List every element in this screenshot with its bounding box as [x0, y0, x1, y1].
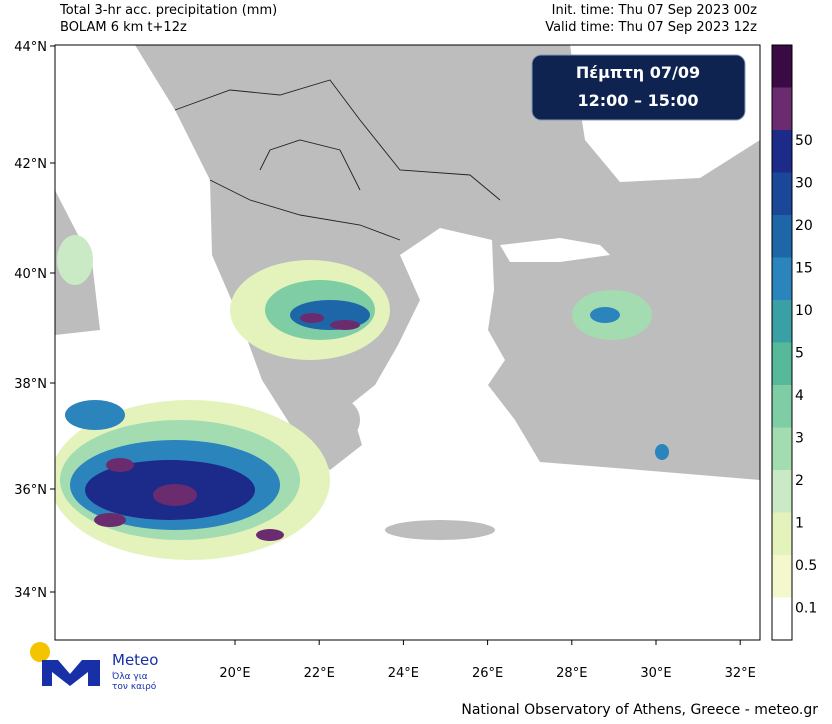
colorbar-segment — [772, 87, 792, 130]
colorbar-label: 1 — [795, 516, 804, 532]
lat-label: 42°N — [14, 157, 47, 172]
colorbar-label: 5 — [795, 346, 804, 362]
lon-label: 32°E — [725, 666, 756, 681]
logo-mark — [42, 660, 100, 686]
period-box — [531, 54, 746, 121]
period-day: Πέμπτη 07/09 — [576, 63, 700, 82]
map-frame — [54, 44, 761, 641]
colorbar-segment — [772, 300, 792, 343]
colorbar-label: 50 — [795, 133, 813, 149]
colorbar-frame — [771, 44, 793, 641]
logo-tagline: Όλα για — [111, 671, 148, 682]
colorbar-label: 15 — [795, 261, 813, 277]
logo-tagline: τον καιρό — [112, 681, 157, 692]
lon-label: 20°E — [219, 666, 250, 681]
init-time: Init. time: Thu 07 Sep 2023 00z — [552, 3, 758, 18]
subtitle: BOLAM 6 km t+12z — [60, 20, 187, 35]
colorbar-segment — [772, 45, 792, 88]
colorbar-label: 10 — [795, 303, 813, 319]
colorbar-label: 0.5 — [795, 558, 817, 574]
colorbar-segment — [772, 470, 792, 513]
map — [55, 45, 760, 640]
colorbar: 0.1 0.5 1 2 3 4 5 10 15 20 30 50 — [771, 44, 817, 641]
lon-label: 28°E — [556, 666, 587, 681]
colorbar-segment — [772, 257, 792, 300]
lat-label: 44°N — [14, 40, 47, 55]
colorbar-segment — [772, 215, 792, 258]
lat-label: 34°N — [14, 586, 47, 601]
colorbar-label: 20 — [795, 218, 813, 234]
axes: 44°N 42°N 40°N 38°N 36°N 34°N 20°E 22°E 24°E 26°E… — [14, 40, 756, 681]
colorbar-label: 4 — [795, 388, 804, 404]
lat-label: 36°N — [14, 483, 47, 498]
lat-label: 38°N — [14, 377, 47, 392]
lon-label: 22°E — [304, 666, 335, 681]
valid-time: Valid time: Thu 07 Sep 2023 12z — [545, 20, 757, 35]
colorbar-label: 30 — [795, 176, 813, 192]
colorbar-segment — [772, 427, 792, 470]
colorbar-label: 3 — [795, 431, 804, 447]
footer: National Observatory of Athens, Greece -… — [461, 702, 818, 718]
title: Total 3-hr acc. precipitation (mm) — [59, 3, 277, 18]
colorbar-segment — [772, 342, 792, 385]
colorbar-segment — [772, 130, 792, 173]
lon-label: 26°E — [472, 666, 503, 681]
lon-label: 30°E — [640, 666, 671, 681]
colorbar-label: 2 — [795, 473, 804, 489]
colorbar-segment — [772, 597, 792, 640]
lat-label: 40°N — [14, 267, 47, 282]
colorbar-label: 0.1 — [795, 601, 817, 617]
logo-name: Meteo — [112, 651, 158, 669]
period-hours: 12:00 – 15:00 — [578, 91, 699, 110]
colorbar-segment — [772, 172, 792, 215]
logo-sun — [30, 642, 50, 662]
precipitation — [55, 235, 669, 560]
colorbar-segment — [772, 512, 792, 555]
lon-label: 24°E — [388, 666, 419, 681]
colorbar-segment — [772, 385, 792, 428]
colorbar-segment — [772, 555, 792, 598]
